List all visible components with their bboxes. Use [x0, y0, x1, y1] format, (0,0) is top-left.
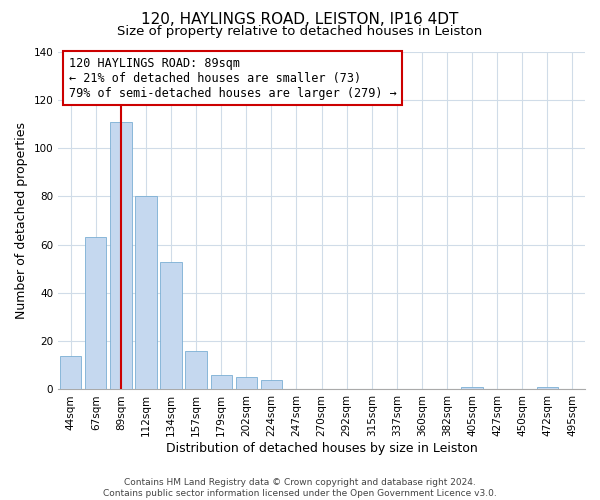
Y-axis label: Number of detached properties: Number of detached properties — [15, 122, 28, 319]
Bar — [110, 122, 131, 390]
Bar — [185, 351, 207, 390]
Text: Contains HM Land Registry data © Crown copyright and database right 2024.
Contai: Contains HM Land Registry data © Crown c… — [103, 478, 497, 498]
Bar — [136, 196, 157, 390]
Bar — [160, 262, 182, 390]
Bar — [236, 378, 257, 390]
X-axis label: Distribution of detached houses by size in Leiston: Distribution of detached houses by size … — [166, 442, 478, 455]
Bar — [261, 380, 282, 390]
Text: 120, HAYLINGS ROAD, LEISTON, IP16 4DT: 120, HAYLINGS ROAD, LEISTON, IP16 4DT — [142, 12, 458, 28]
Bar — [211, 375, 232, 390]
Bar — [85, 238, 106, 390]
Bar — [60, 356, 82, 390]
Bar — [461, 387, 483, 390]
Text: Size of property relative to detached houses in Leiston: Size of property relative to detached ho… — [118, 25, 482, 38]
Bar — [537, 387, 558, 390]
Text: 120 HAYLINGS ROAD: 89sqm
← 21% of detached houses are smaller (73)
79% of semi-d: 120 HAYLINGS ROAD: 89sqm ← 21% of detach… — [69, 56, 397, 100]
